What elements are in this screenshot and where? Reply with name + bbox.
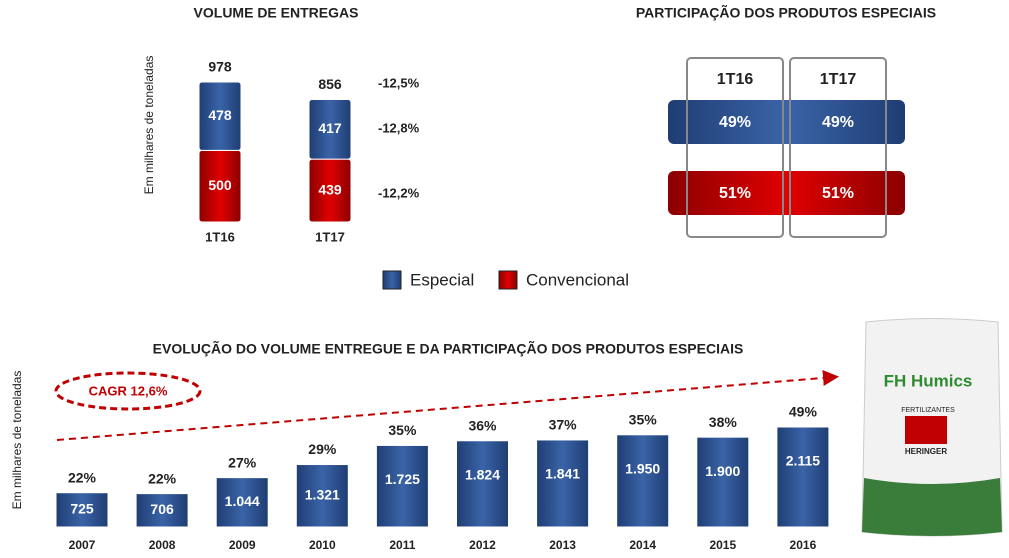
x-tick-label: 2015	[709, 538, 736, 552]
bar	[616, 434, 670, 528]
chart-title: PARTICIPAÇÃO DOS PRODUTOS ESPECIAIS	[636, 4, 936, 21]
data-label: 1.725	[385, 471, 420, 487]
column-frame	[789, 57, 887, 238]
cell-value: 49%	[719, 114, 751, 131]
annotation: CAGR 12,6%	[89, 383, 168, 398]
bar	[215, 477, 269, 528]
legend-swatch	[382, 270, 402, 290]
share-label: 49%	[789, 404, 818, 420]
change-label: -12,2%	[378, 185, 420, 200]
data-label: 725	[70, 501, 94, 517]
bar	[375, 444, 429, 528]
column-header: 1T17	[820, 71, 857, 88]
logo	[905, 416, 947, 444]
chart-title: EVOLUÇÃO DO VOLUME ENTREGUE E DA PARTICI…	[153, 340, 744, 357]
data-label: 500	[208, 177, 232, 193]
cell-value: 51%	[719, 185, 751, 202]
share-label: 35%	[388, 422, 417, 438]
x-tick-label: 1T17	[315, 229, 345, 244]
change-label: -12,8%	[378, 120, 420, 135]
x-tick-label: 2014	[629, 538, 656, 552]
total-label: 856	[318, 76, 342, 92]
data-label: 439	[318, 181, 342, 197]
chart-title: VOLUME DE ENTREGAS	[194, 5, 359, 21]
data-label: 478	[208, 107, 232, 123]
data-label: 417	[318, 120, 342, 136]
row-band	[668, 100, 905, 144]
share-label: 29%	[308, 441, 337, 457]
bar	[536, 439, 590, 528]
bar-segment	[198, 81, 242, 151]
data-label: 1.841	[545, 466, 580, 482]
share-label: 35%	[629, 412, 658, 428]
change-label: -12,5%	[378, 75, 420, 90]
annotation-ellipse	[54, 371, 202, 411]
trend-arrow	[56, 369, 839, 441]
data-label: 1.950	[625, 461, 660, 477]
data-label: 1.044	[225, 493, 260, 509]
total-label: 978	[208, 59, 232, 75]
share-label: 22%	[148, 470, 177, 486]
bar	[55, 492, 109, 528]
maker: HERINGER	[905, 447, 947, 456]
share-label: 38%	[709, 414, 738, 430]
column-frame	[686, 57, 784, 238]
data-label: 1.321	[305, 486, 340, 502]
bar	[696, 436, 750, 528]
share-label: 27%	[228, 454, 257, 470]
legend-label: Especial	[410, 270, 474, 289]
bar	[295, 464, 349, 528]
y-axis-label: Em milhares de toneladas	[10, 371, 24, 510]
share-label: 37%	[549, 417, 578, 433]
brand-line: FERTILIZANTES	[901, 407, 955, 414]
x-tick-label: 2010	[309, 538, 336, 552]
x-tick-label: 1T16	[205, 229, 235, 244]
brand: FH Humics	[884, 371, 973, 390]
legend-label: Convencional	[526, 270, 629, 289]
share-label: 22%	[68, 469, 97, 485]
share-label: 36%	[468, 417, 497, 433]
bag-bottom	[862, 478, 1002, 536]
cell-value: 49%	[822, 114, 854, 131]
x-tick-label: 2008	[149, 538, 176, 552]
bar	[456, 440, 509, 528]
data-label: 2.115	[786, 453, 820, 469]
bar-segment	[308, 98, 352, 160]
data-label: 1.824	[465, 466, 500, 482]
bar	[135, 493, 189, 528]
x-tick-label: 2007	[69, 538, 96, 552]
column-header: 1T16	[717, 71, 754, 88]
data-label: 706	[150, 501, 174, 517]
x-tick-label: 2009	[229, 538, 256, 552]
y-axis-label: Em milhares de toneladas	[142, 56, 156, 195]
x-tick-label: 2016	[790, 538, 817, 552]
x-tick-label: 2013	[549, 538, 576, 552]
data-label: 1.900	[705, 463, 740, 479]
bar	[776, 426, 830, 528]
x-tick-label: 2012	[469, 538, 496, 552]
cell-value: 51%	[822, 185, 854, 202]
legend-swatch	[498, 270, 518, 290]
row-band	[668, 171, 905, 215]
product-image: FH Humics FERTILIZANTES HERINGER	[861, 318, 1003, 537]
x-tick-label: 2011	[389, 538, 415, 552]
